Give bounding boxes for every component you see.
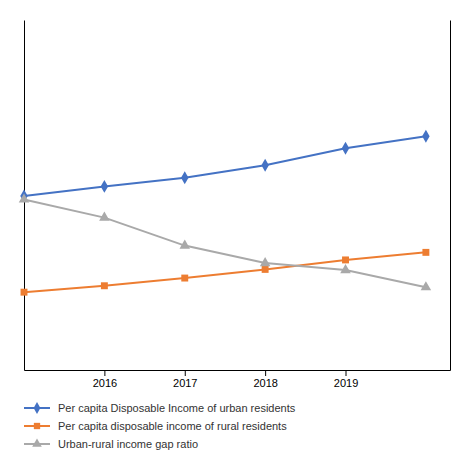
series-marker — [340, 264, 351, 273]
series-marker — [260, 257, 271, 266]
x-tick-mark — [346, 370, 347, 376]
x-tick-mark — [104, 370, 105, 376]
series-line — [24, 136, 426, 196]
x-tick: 2018 — [253, 370, 277, 389]
x-tick-label: 2018 — [253, 377, 277, 389]
series-marker — [101, 282, 108, 289]
x-tick-label: 2019 — [334, 377, 358, 389]
series-marker — [342, 142, 349, 155]
x-tick-mark — [185, 370, 186, 376]
series-marker — [421, 281, 432, 290]
series-marker — [422, 249, 429, 256]
legend-item: Per capita disposable income of rural re… — [24, 420, 287, 432]
legend-label: Per capita disposable income of rural re… — [58, 420, 287, 432]
x-axis-line — [25, 370, 451, 371]
series-marker — [342, 256, 349, 263]
x-tick: 2019 — [334, 370, 358, 389]
series-marker — [262, 266, 269, 273]
legend-label: Per capita Disposable Income of urban re… — [58, 402, 296, 414]
series-marker — [21, 289, 28, 296]
legend-swatch-marker — [34, 423, 40, 429]
chart: 2016 2017 2018 2019 Per capita Disposable In… — [0, 0, 474, 474]
x-tick: 2017 — [173, 370, 197, 389]
series-marker — [181, 171, 188, 184]
x-tick: 2016 — [93, 370, 117, 389]
x-tick-label: 2017 — [173, 377, 197, 389]
series-line — [24, 252, 426, 292]
series-line — [24, 199, 426, 287]
series-marker — [19, 193, 30, 202]
series-marker — [101, 180, 108, 193]
x-tick-label: 2016 — [93, 377, 117, 389]
plot-area: 2016 2017 2018 2019 — [19, 21, 451, 389]
y2-axis — [450, 21, 451, 371]
legend-item: Urban-rural income gap ratio — [24, 438, 198, 450]
legend-swatch-marker — [32, 438, 42, 446]
marks — [19, 130, 431, 296]
x-axis: 2016 2017 2018 2019 — [25, 370, 451, 389]
legend-item: Per capita Disposable Income of urban re… — [24, 402, 296, 414]
legend-swatch-marker — [34, 402, 41, 414]
legend-label: Urban-rural income gap ratio — [58, 438, 198, 450]
series-marker — [422, 130, 429, 143]
series-marker — [179, 240, 190, 249]
series-marker — [99, 212, 110, 221]
series-marker — [261, 159, 268, 172]
series-marker — [181, 275, 188, 282]
y2-axis-line — [450, 21, 451, 371]
legend: Per capita Disposable Income of urban re… — [24, 402, 296, 450]
x-tick-mark — [265, 370, 266, 376]
